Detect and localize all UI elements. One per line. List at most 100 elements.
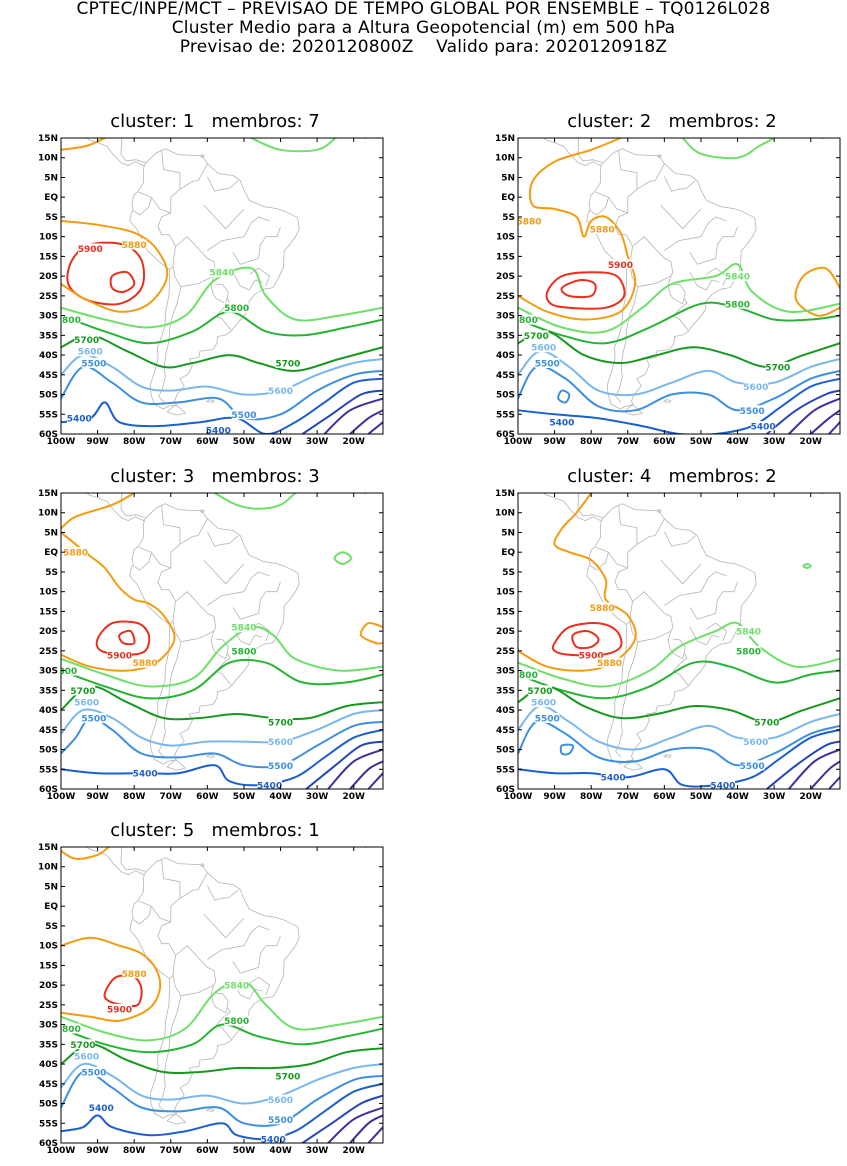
contour-label-5800: 5800 <box>231 647 256 657</box>
contour-label-5800: 5800 <box>56 316 81 326</box>
lat-label: 50S <box>39 746 58 756</box>
lat-label: 40S <box>39 706 58 716</box>
contour-label-5800: 5800 <box>513 671 538 681</box>
lon-label: 30W <box>306 792 329 802</box>
lat-label: 40S <box>496 351 515 361</box>
contour-label-5700: 5700 <box>524 332 549 342</box>
lat-label: 5N <box>44 528 58 538</box>
contour-label-bg <box>518 669 538 680</box>
contour-label-5500: 5500 <box>535 359 560 369</box>
country-border <box>667 275 686 305</box>
country-border <box>179 872 208 899</box>
lat-label: 45S <box>39 371 58 381</box>
lon-label: 70W <box>617 437 640 447</box>
contour-label-5700: 5700 <box>754 718 779 728</box>
lon-label: 20W <box>343 792 366 802</box>
panel-title: cluster: 3 membros: 3 <box>110 466 320 487</box>
contour-label-bg <box>524 330 549 341</box>
country-border <box>215 316 232 331</box>
lat-label: 10N <box>495 154 515 164</box>
lon-label: 70W <box>160 437 183 447</box>
lat-label: 25S <box>39 292 58 302</box>
contour-label-5800: 5800 <box>224 304 249 314</box>
contour-label-5700: 5700 <box>275 359 300 369</box>
contour-label-5700: 5700 <box>70 1041 95 1051</box>
lon-label: 60W <box>196 792 219 802</box>
contour-label-bg <box>600 772 626 783</box>
contour-label-5900: 5900 <box>579 651 604 661</box>
contour-label-bg <box>597 657 622 668</box>
lat-label: 35S <box>496 686 515 696</box>
country-border <box>629 236 674 288</box>
lat-label: EQ <box>44 193 58 203</box>
contour-label-bg <box>268 385 293 396</box>
lat-label: 15N <box>495 134 515 144</box>
country-border <box>232 226 281 265</box>
contour-label-5400: 5400 <box>549 419 574 429</box>
coastline-island <box>200 863 205 868</box>
map-panel-cluster-3: cluster: 3 membros: 3 5880 5900 5880 5840 58… <box>25 467 405 812</box>
map-frame <box>60 846 384 1144</box>
contour-label-5800: 5800 <box>725 300 750 310</box>
contour-map: 5880590058805840580058005700570056005600… <box>495 489 841 802</box>
contour-label-5700: 5700 <box>765 363 790 373</box>
country-border <box>207 885 239 901</box>
country-border <box>615 641 639 758</box>
contour-label-5840: 5840 <box>224 982 249 992</box>
contour-5880 <box>61 493 136 530</box>
lat-label: 55S <box>39 410 58 420</box>
contour-5840 <box>681 138 776 160</box>
contour-5900 <box>109 270 136 294</box>
contour-map: 5880590058805840580058005700570056005600… <box>38 489 384 802</box>
lat-label: 5N <box>44 882 58 892</box>
contour-label-5400: 5400 <box>751 423 776 433</box>
contour-label-5700: 5700 <box>527 687 552 697</box>
lon-label: 40W <box>269 437 292 447</box>
country-border <box>249 976 270 996</box>
lon-label: 100W <box>47 1146 76 1156</box>
lat-label: 55S <box>496 765 515 775</box>
country-border <box>706 267 727 287</box>
contour-label-5500: 5500 <box>535 714 560 724</box>
country-border <box>689 581 738 620</box>
contour-5400 <box>61 1082 383 1141</box>
lon-label: 90W <box>86 792 109 802</box>
contour-label-bg <box>268 716 293 727</box>
lat-label: 45S <box>39 726 58 736</box>
country-border <box>207 176 239 192</box>
contour-label-5880: 5880 <box>590 225 615 235</box>
lat-label: 15N <box>38 489 58 499</box>
lon-label: 40W <box>269 1146 292 1156</box>
lon-label: 50W <box>690 792 713 802</box>
lat-label: 15S <box>39 961 58 971</box>
contour-label-5880: 5880 <box>597 659 622 669</box>
contour-5880 <box>518 493 637 672</box>
country-border <box>232 935 281 974</box>
contour-5800 <box>61 658 383 700</box>
contour-label-5500: 5500 <box>268 762 293 772</box>
country-border <box>660 559 702 585</box>
country-border <box>232 981 263 1000</box>
coastline-island <box>663 399 672 403</box>
country-border <box>207 571 270 606</box>
country-border <box>138 149 181 214</box>
contour-label-bg <box>275 1070 301 1081</box>
contour-label-bg <box>268 736 293 747</box>
map-layer: 5880 5880 5900 5840 5800 5800 5700 5700 5600 5600… <box>518 138 840 434</box>
country-border <box>232 627 263 646</box>
country-border <box>138 858 181 923</box>
contour-5840 <box>61 625 383 688</box>
contour-5200 <box>787 748 840 789</box>
map-panel-cluster-5: cluster: 5 membros: 1 5880 5900 5840 5800 58… <box>25 821 405 1166</box>
country-border <box>207 925 270 960</box>
contour-label-bg <box>74 334 99 345</box>
lon-label: 80W <box>123 437 146 447</box>
country-border <box>249 267 270 287</box>
country-border <box>664 216 727 251</box>
country-border <box>595 149 638 214</box>
contour-label-bg <box>206 425 231 434</box>
lon-label: 20W <box>800 792 823 802</box>
lat-label: EQ <box>501 548 515 558</box>
lat-label: 60S <box>39 430 58 440</box>
contour-label-5400: 5400 <box>601 774 626 784</box>
